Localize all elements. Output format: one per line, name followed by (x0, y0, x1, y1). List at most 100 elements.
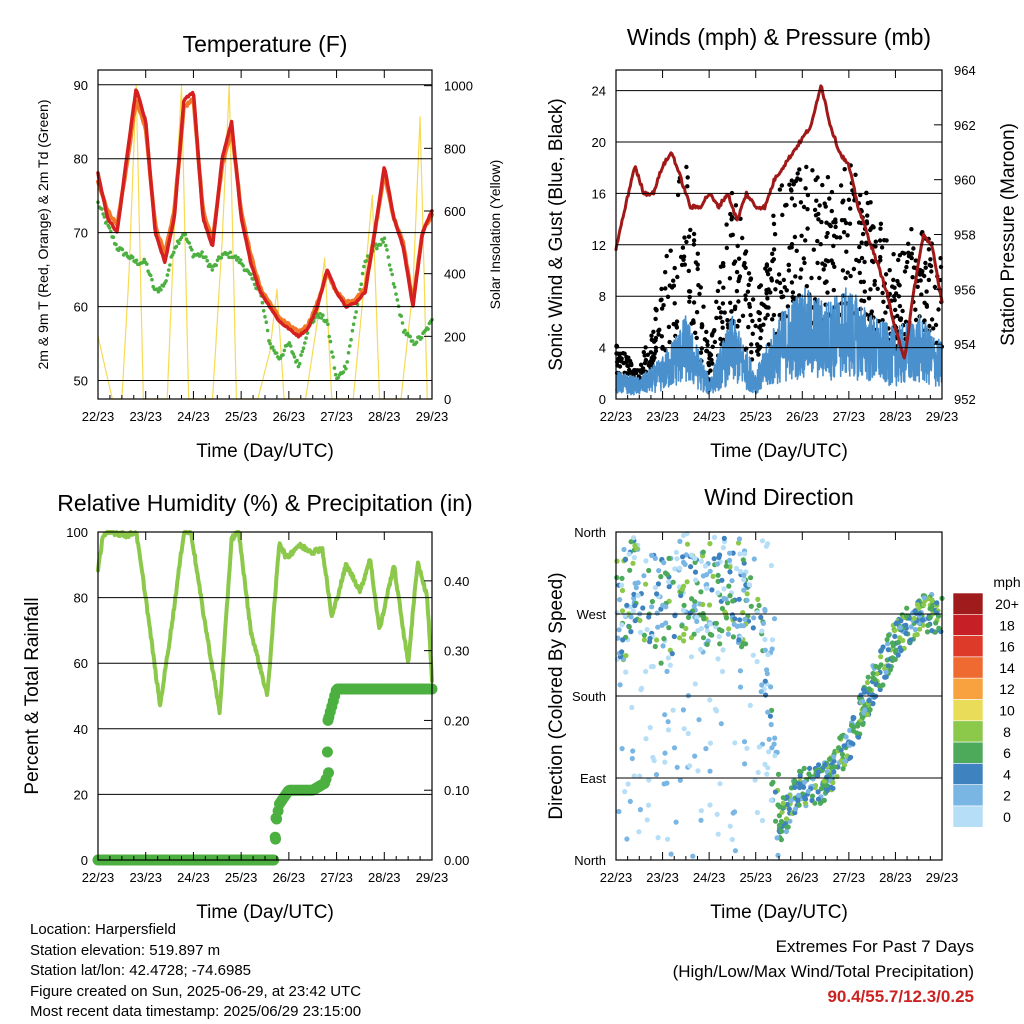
direction-point (624, 602, 630, 608)
gust-point (701, 304, 706, 309)
gust-point (749, 350, 754, 355)
gust-point (729, 309, 734, 314)
dewpoint-point (134, 258, 139, 263)
gust-point (871, 225, 876, 230)
gust-point (656, 332, 661, 337)
precip-point (323, 767, 334, 779)
direction-point (723, 615, 730, 621)
gust-point (668, 248, 673, 253)
direction-point (714, 811, 720, 817)
dewpoint-point (102, 215, 107, 219)
gust-point (764, 291, 769, 296)
gust-point (830, 261, 836, 266)
direction-point (741, 572, 747, 578)
gust-point (859, 240, 864, 245)
gust-point (666, 324, 672, 330)
direction-point (779, 828, 785, 834)
direction-point (688, 654, 695, 660)
gust-point (708, 353, 713, 358)
direction-point (671, 745, 678, 751)
y2-tick-label: 0 (444, 392, 451, 407)
direction-point (670, 707, 676, 713)
gust-point (822, 263, 828, 268)
direction-point (740, 557, 746, 563)
direction-point (767, 713, 774, 719)
direction-point (755, 596, 761, 603)
direction-point (824, 774, 830, 780)
precip-point (270, 833, 281, 845)
gust-point (793, 274, 798, 279)
dewpoint-point (350, 328, 355, 333)
chart-title: Relative Humidity (%) & Precipitation (i… (57, 490, 472, 516)
x-tick-label: 23/23 (129, 409, 162, 424)
dewpoint-point (399, 314, 404, 318)
dewpoint-point (394, 292, 398, 296)
gust-point (776, 272, 782, 277)
gust-point (865, 200, 871, 206)
direction-point (780, 800, 786, 806)
y2-tick-label: 0.20 (444, 713, 469, 728)
direction-point (748, 575, 754, 581)
gust-point (909, 227, 914, 232)
gust-point (891, 252, 896, 257)
direction-point (914, 602, 921, 608)
dewpoint-point (330, 350, 334, 354)
gust-point (704, 348, 709, 354)
latest-data-timestamp: Most recent data timestamp: 2025/06/29 2… (30, 1003, 362, 1020)
direction-point (897, 625, 903, 631)
gust-point (770, 317, 775, 322)
colorbar-label: 2 (1003, 788, 1011, 804)
direction-point (792, 806, 799, 812)
gust-point (654, 308, 659, 313)
direction-point (732, 740, 738, 746)
gust-point (897, 283, 902, 288)
direction-point (773, 818, 779, 824)
colorbar-swatch (952, 613, 984, 636)
gust-point (691, 300, 697, 305)
direction-point (750, 652, 756, 658)
direction-point (631, 591, 637, 597)
direction-point (741, 587, 747, 593)
direction-point (747, 702, 753, 709)
direction-point (721, 535, 727, 542)
direction-point (655, 624, 661, 630)
direction-point (763, 692, 769, 698)
gust-point (873, 239, 878, 244)
direction-point (716, 634, 722, 640)
colorbar-swatch (952, 635, 984, 658)
dewpoint-point (142, 257, 146, 262)
gust-point (878, 226, 883, 231)
gust-point (733, 203, 739, 208)
direction-point (913, 610, 919, 616)
dewpoint-point (272, 348, 276, 353)
direction-point (692, 555, 698, 562)
direction-point (614, 575, 620, 581)
gust-point (720, 261, 726, 266)
direction-point (729, 836, 735, 843)
direction-point (860, 721, 866, 728)
dewpoint-point (331, 355, 335, 359)
direction-point (768, 684, 774, 690)
direction-point (732, 848, 739, 854)
gust-point (638, 362, 644, 367)
gust-point (786, 268, 792, 273)
gust-point (825, 290, 830, 295)
direction-point (654, 591, 660, 597)
direction-point (783, 828, 790, 835)
gust-point (684, 239, 689, 245)
gust-point (820, 182, 825, 188)
direction-point (807, 765, 813, 772)
gust-point (892, 298, 897, 303)
direction-point (756, 602, 762, 609)
gust-point (868, 227, 873, 233)
x-tick-label: 22/23 (600, 409, 633, 424)
gust-point (789, 178, 794, 183)
direction-point (756, 744, 762, 750)
direction-point (865, 674, 871, 680)
dewpoint-point (344, 367, 348, 371)
direction-point (716, 554, 722, 561)
dewpoint-point (177, 241, 181, 246)
gust-point (746, 324, 751, 330)
gust-point (710, 344, 715, 349)
direction-point (646, 567, 652, 574)
